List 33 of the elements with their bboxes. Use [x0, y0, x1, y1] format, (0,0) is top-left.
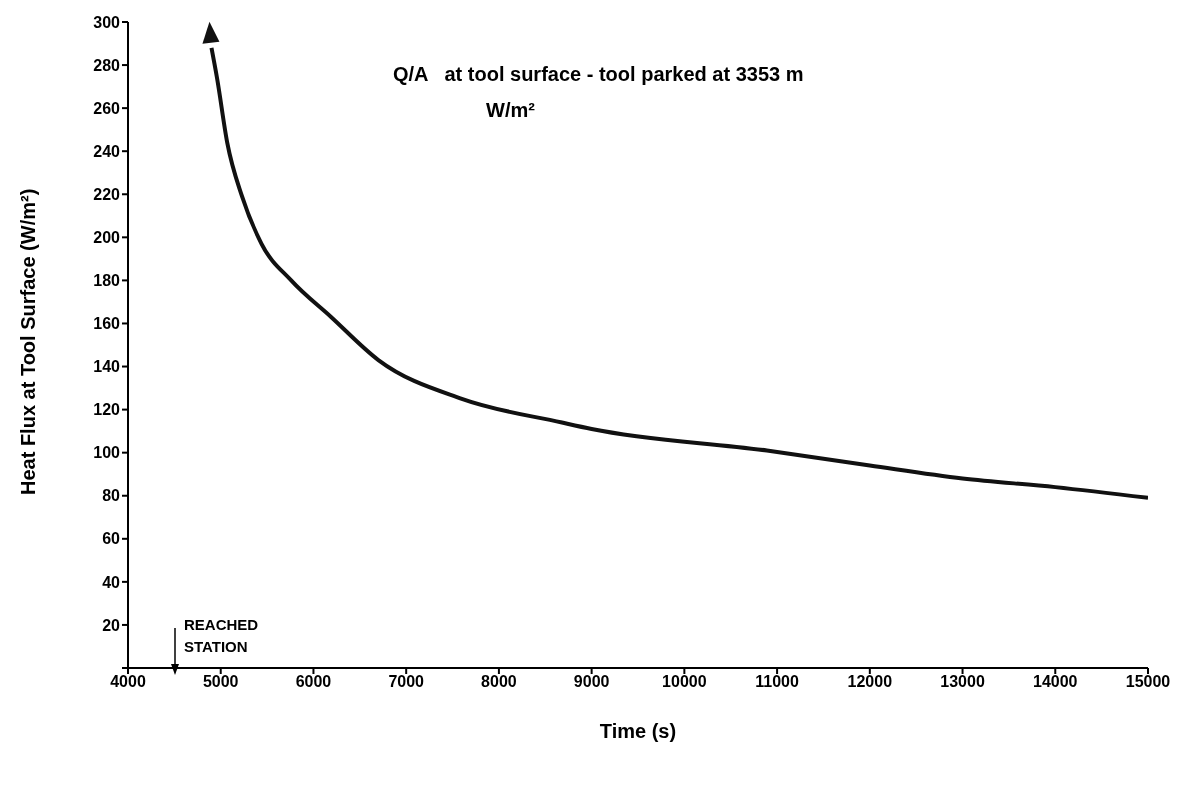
y-tick-label: 100: [93, 444, 121, 462]
y-tick-label: 160: [93, 315, 121, 333]
x-tick-label: 5000: [202, 673, 239, 691]
line-series: [209, 45, 1148, 500]
y-tick-label: 240: [93, 142, 121, 160]
annotation: REACHED STATION: [184, 615, 260, 657]
y-tick-label: 140: [93, 358, 121, 376]
y-tick-label: 300: [93, 13, 121, 31]
y-tick-label: 220: [93, 185, 121, 203]
x-tick-label: 15000: [1125, 673, 1171, 691]
y-tick-label: 20: [102, 616, 121, 634]
y-tick-label: 40: [102, 573, 121, 591]
x-tick-label: 11000: [755, 673, 799, 691]
x-tick-label: 7000: [388, 673, 425, 691]
y-tick-label: 280: [93, 56, 121, 74]
x-axis-title: Time (s): [599, 720, 677, 742]
x-tick-label: 13000: [940, 673, 985, 691]
y-tick-label: 60: [102, 530, 121, 548]
x-tick-label: 8000: [481, 673, 517, 691]
y-tick-label: 200: [93, 229, 121, 247]
annotation: W/m²: [486, 99, 535, 122]
x-tick-label: 6000: [295, 673, 332, 691]
x-tick-label: 4000: [110, 673, 146, 691]
annotation: Q/A at tool surface - tool parked at 3353 m: [393, 63, 804, 86]
y-tick-label: 180: [93, 272, 121, 290]
x-tick-label: 14000: [1033, 673, 1078, 691]
y-tick-label: 80: [102, 487, 121, 505]
y-axis-title: Heat Flux at Tool Surface (W/m²): [17, 188, 40, 495]
x-tick-label: 9000: [573, 673, 610, 691]
x-tick-label: 12000: [847, 673, 893, 691]
x-tick-label: 10000: [662, 673, 707, 691]
y-tick-label: 120: [93, 401, 121, 419]
y-tick-label: 260: [93, 99, 121, 117]
